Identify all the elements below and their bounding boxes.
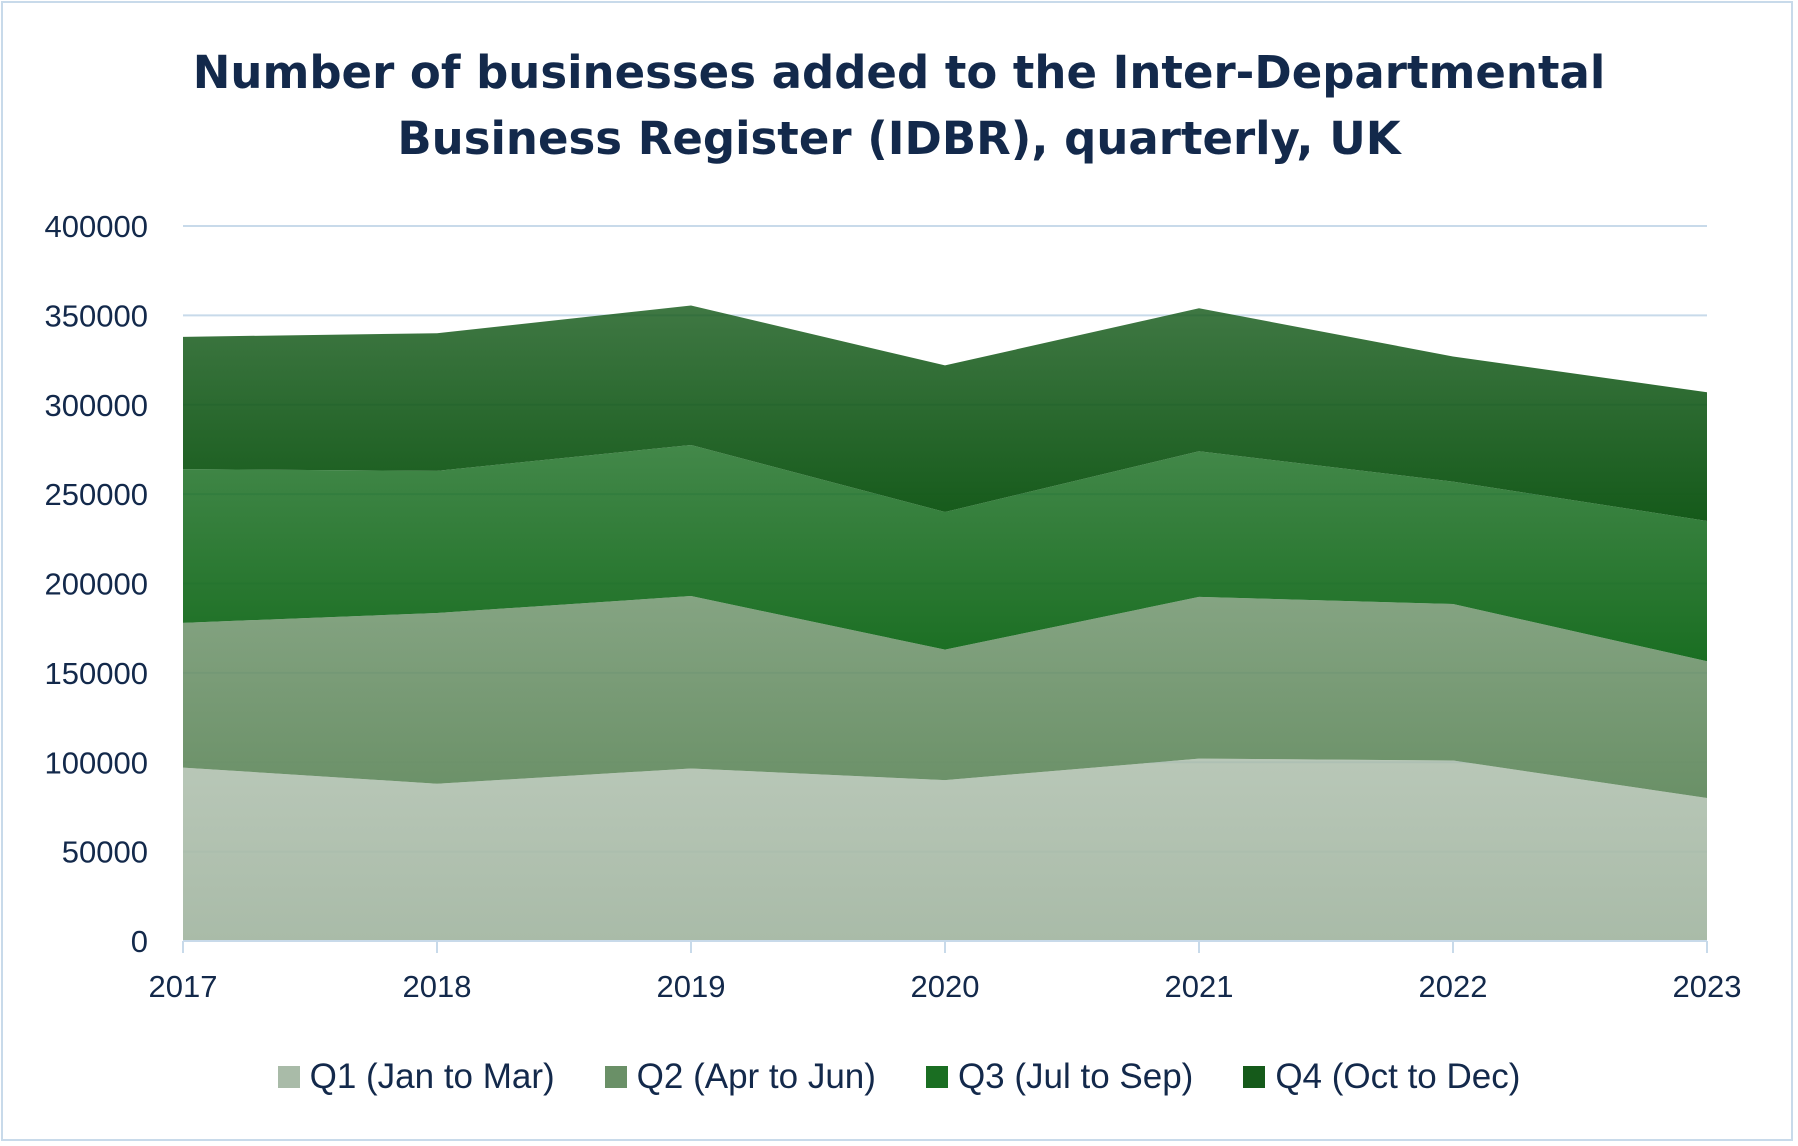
- legend-label: Q1 (Jan to Mar): [309, 1057, 555, 1096]
- legend-swatch: [1243, 1066, 1266, 1088]
- area-series: [183, 305, 1707, 941]
- x-tick-label: 2022: [1419, 969, 1488, 1004]
- legend-item: Q3 (Jul to Sep): [925, 1057, 1194, 1097]
- x-tick-label: 2019: [657, 969, 726, 1004]
- area-series-4: [183, 305, 1707, 521]
- area-series-3: [183, 444, 1707, 662]
- legend-label: Q4 (Oct to Dec): [1275, 1057, 1521, 1096]
- x-tick-label: 2018: [403, 969, 472, 1004]
- legend-label: Q2 (Apr to Jun): [636, 1057, 876, 1096]
- y-tick-label: 350000: [45, 298, 148, 333]
- y-tick-label: 250000: [45, 477, 148, 512]
- y-tick-label: 400000: [45, 209, 148, 244]
- y-tick-label: 150000: [45, 656, 148, 691]
- x-tick-label: 2023: [1673, 969, 1742, 1004]
- legend-item: Q2 (Apr to Jun): [604, 1057, 876, 1097]
- chart-title-line-1: Number of businesses added to the Inter-…: [192, 46, 1606, 99]
- legend-item: Q1 (Jan to Mar): [277, 1057, 555, 1097]
- x-tick-label: 2017: [149, 969, 218, 1004]
- x-tick-label: 2020: [911, 969, 980, 1004]
- legend-swatch: [277, 1066, 300, 1088]
- chart-title-line-2: Business Register (IDBR), quarterly, UK: [397, 112, 1401, 165]
- y-tick-label: 300000: [45, 388, 148, 423]
- area-series-1: [183, 758, 1707, 941]
- chart-title: Number of businesses added to the Inter-…: [0, 40, 1798, 172]
- axes: 0 50000 100000 150000 200000 250000 300000 3500…: [45, 209, 1742, 1004]
- legend-label: Q3 (Jul to Sep): [957, 1057, 1194, 1096]
- y-tick-label: 100000: [45, 745, 148, 780]
- y-tick-label: 200000: [45, 567, 148, 602]
- y-tick-label: 0: [131, 924, 148, 959]
- legend-swatch: [604, 1066, 627, 1088]
- y-tick-label: 50000: [62, 835, 148, 870]
- legend: Q1 (Jan to Mar) Q2 (Apr to Jun) Q3 (Jul to…: [0, 1052, 1798, 1102]
- area-series-2: [183, 596, 1707, 798]
- legend-item: Q4 (Oct to Dec): [1243, 1057, 1520, 1097]
- legend-swatch: [925, 1066, 948, 1088]
- x-tick-label: 2021: [1165, 969, 1234, 1004]
